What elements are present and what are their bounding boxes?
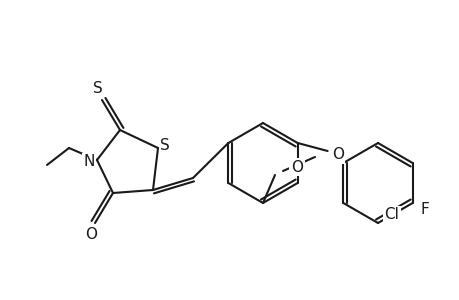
Text: O: O xyxy=(85,227,97,242)
Text: S: S xyxy=(93,80,103,95)
Text: F: F xyxy=(420,202,428,217)
Text: O: O xyxy=(291,160,302,175)
Text: S: S xyxy=(160,137,169,152)
Text: N: N xyxy=(83,154,95,169)
Text: O: O xyxy=(331,148,343,163)
Text: Cl: Cl xyxy=(384,208,398,223)
